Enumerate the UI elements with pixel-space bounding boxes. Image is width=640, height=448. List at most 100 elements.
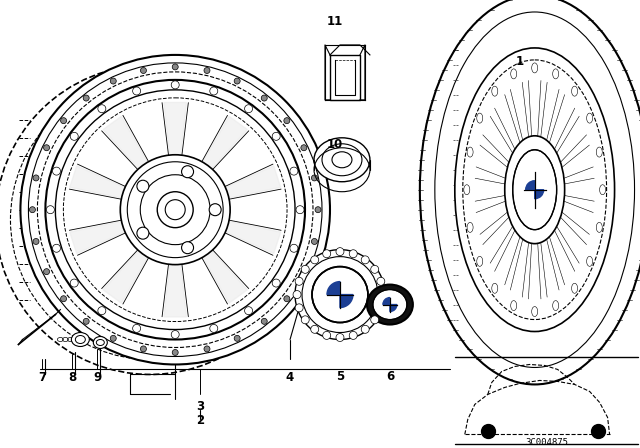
Ellipse shape [596,222,602,233]
Ellipse shape [323,250,331,258]
Text: 3C004875: 3C004875 [525,438,568,447]
Ellipse shape [172,331,179,339]
Ellipse shape [492,86,498,96]
Ellipse shape [477,256,483,266]
Ellipse shape [110,336,116,341]
Ellipse shape [553,69,559,79]
Ellipse shape [312,238,317,245]
Ellipse shape [293,291,301,298]
Wedge shape [390,305,397,311]
Ellipse shape [46,206,54,214]
Ellipse shape [314,138,370,182]
Ellipse shape [600,185,605,195]
Ellipse shape [336,333,344,341]
Ellipse shape [140,346,147,352]
Polygon shape [195,166,281,205]
Ellipse shape [572,86,577,96]
Text: 8: 8 [68,371,77,384]
Ellipse shape [492,283,498,293]
Ellipse shape [301,316,309,324]
Text: 2: 2 [196,414,204,427]
Ellipse shape [301,269,307,275]
Ellipse shape [137,227,149,239]
Ellipse shape [467,222,473,233]
Text: 4: 4 [286,371,294,384]
Text: 7: 7 [38,371,47,384]
Ellipse shape [209,204,221,215]
Ellipse shape [83,95,89,101]
Polygon shape [70,166,155,205]
Ellipse shape [210,324,218,332]
Ellipse shape [379,291,387,298]
Ellipse shape [244,307,253,314]
Wedge shape [525,181,534,190]
Ellipse shape [261,95,268,101]
Ellipse shape [93,336,108,349]
Ellipse shape [367,284,413,324]
Ellipse shape [371,265,379,273]
Ellipse shape [204,346,210,352]
Ellipse shape [272,279,280,287]
Ellipse shape [301,265,309,273]
Ellipse shape [272,132,280,140]
Ellipse shape [322,144,362,176]
Wedge shape [340,295,353,308]
Ellipse shape [532,63,538,73]
Ellipse shape [61,118,67,124]
Ellipse shape [132,87,141,95]
Ellipse shape [33,175,39,181]
Text: 1: 1 [516,56,524,69]
Polygon shape [195,214,281,254]
Ellipse shape [110,78,116,84]
Ellipse shape [377,304,385,312]
Ellipse shape [361,325,369,333]
Ellipse shape [349,332,357,340]
Ellipse shape [315,207,321,213]
Ellipse shape [234,78,240,84]
Ellipse shape [210,87,218,95]
Text: 6: 6 [386,370,394,383]
Ellipse shape [596,147,602,157]
Wedge shape [327,282,340,295]
Ellipse shape [587,113,593,123]
Ellipse shape [140,68,147,73]
Ellipse shape [290,167,298,175]
Ellipse shape [511,301,516,310]
Wedge shape [383,297,390,305]
Ellipse shape [587,256,593,266]
Ellipse shape [349,250,357,258]
Ellipse shape [234,336,240,341]
Ellipse shape [204,68,210,73]
Ellipse shape [420,0,640,384]
Ellipse shape [532,306,538,317]
Text: 3: 3 [196,400,204,413]
Ellipse shape [70,132,78,140]
Ellipse shape [464,185,470,195]
Ellipse shape [172,64,178,70]
Ellipse shape [361,256,369,264]
Ellipse shape [312,175,317,181]
Polygon shape [103,116,164,194]
Polygon shape [164,232,186,317]
Ellipse shape [336,248,344,256]
Ellipse shape [572,283,577,293]
Ellipse shape [553,301,559,310]
Ellipse shape [505,136,564,244]
Ellipse shape [98,105,106,113]
Ellipse shape [172,349,178,355]
Ellipse shape [33,238,39,245]
Polygon shape [164,103,186,188]
Ellipse shape [295,250,385,340]
Ellipse shape [511,69,516,79]
Text: 11: 11 [327,16,343,29]
Ellipse shape [20,55,330,365]
Ellipse shape [261,319,268,324]
Polygon shape [70,214,155,254]
Ellipse shape [120,155,230,265]
Ellipse shape [83,319,89,324]
Ellipse shape [244,105,253,113]
Ellipse shape [296,206,304,214]
Ellipse shape [70,279,78,287]
Polygon shape [186,116,248,194]
Ellipse shape [311,325,319,333]
